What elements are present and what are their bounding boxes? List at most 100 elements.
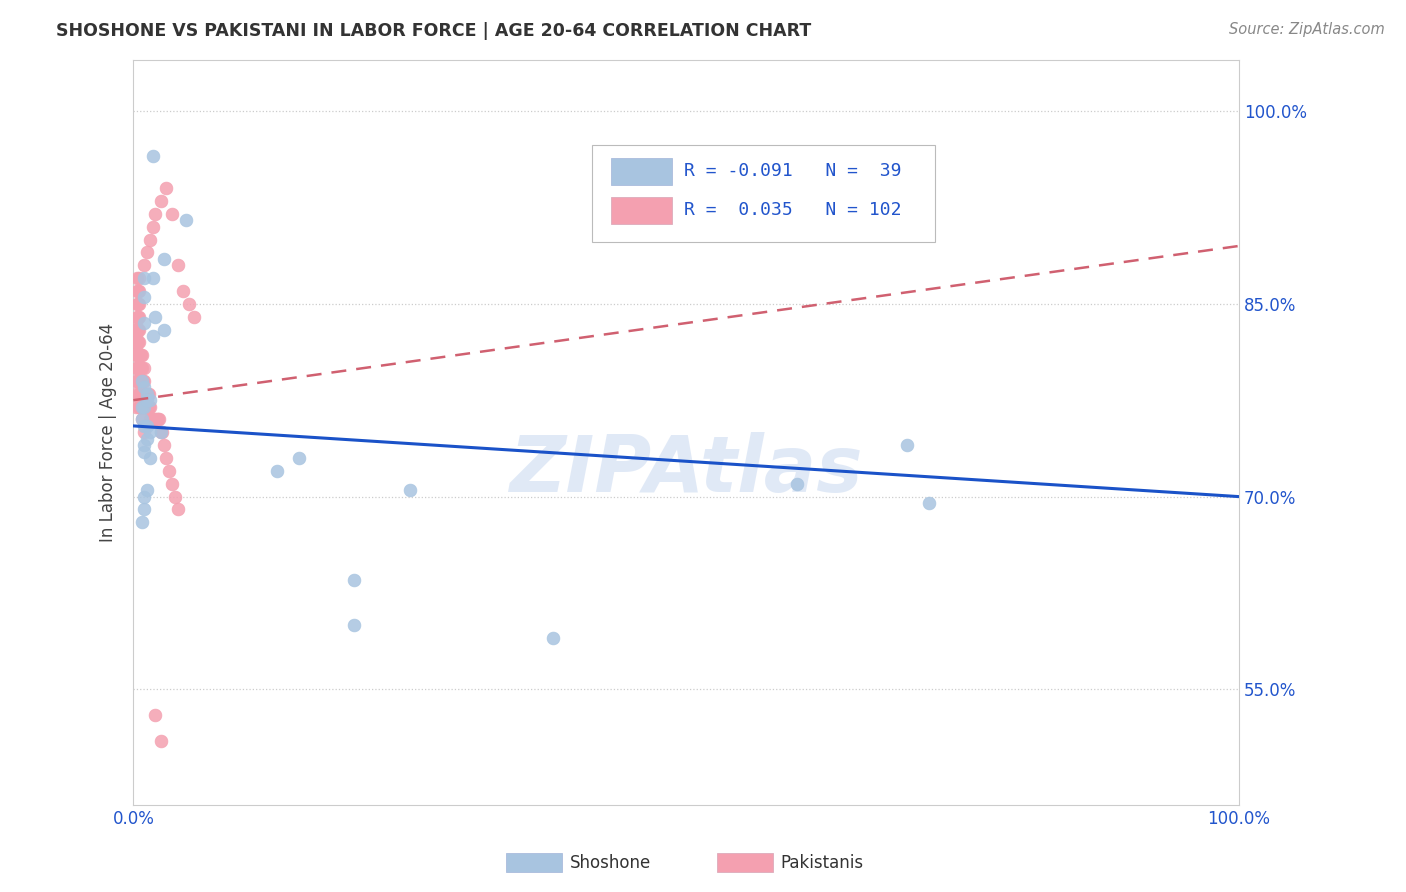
Point — [918, 496, 941, 510]
Point — [131, 400, 153, 414]
Point — [125, 310, 148, 324]
Point — [139, 412, 162, 426]
Point — [139, 393, 162, 408]
Point — [134, 490, 156, 504]
Point — [128, 400, 150, 414]
Point — [288, 451, 311, 466]
Point — [124, 329, 146, 343]
Point — [125, 284, 148, 298]
Point — [134, 444, 156, 458]
Point — [172, 284, 194, 298]
Point — [343, 618, 366, 632]
Point — [129, 400, 152, 414]
Point — [135, 386, 157, 401]
Point — [135, 418, 157, 433]
Point — [786, 476, 808, 491]
Point — [266, 464, 288, 478]
Point — [128, 322, 150, 336]
Point — [125, 297, 148, 311]
Point — [139, 451, 162, 466]
Point — [127, 374, 149, 388]
FancyBboxPatch shape — [592, 145, 935, 243]
Point — [131, 516, 153, 530]
Point — [398, 483, 420, 498]
Text: Source: ZipAtlas.com: Source: ZipAtlas.com — [1229, 22, 1385, 37]
Point — [166, 502, 188, 516]
Point — [128, 271, 150, 285]
Point — [138, 386, 160, 401]
Text: Shoshone: Shoshone — [569, 854, 651, 871]
Point — [134, 290, 156, 304]
Point — [127, 310, 149, 324]
Point — [129, 348, 152, 362]
Point — [136, 386, 159, 401]
Point — [149, 734, 172, 748]
Point — [125, 374, 148, 388]
Point — [128, 361, 150, 376]
Point — [131, 361, 153, 376]
Point — [896, 438, 918, 452]
Point — [135, 483, 157, 498]
Text: ZIPAtlas: ZIPAtlas — [509, 432, 863, 508]
Point — [129, 386, 152, 401]
Point — [134, 400, 156, 414]
Point — [138, 400, 160, 414]
Point — [129, 374, 152, 388]
Point — [124, 374, 146, 388]
Point — [135, 386, 157, 401]
Point — [145, 412, 167, 426]
Point — [128, 284, 150, 298]
Point — [124, 361, 146, 376]
Point — [134, 425, 156, 440]
Point — [134, 386, 156, 401]
Point — [124, 400, 146, 414]
Point — [155, 451, 177, 466]
Text: R =  0.035   N = 102: R = 0.035 N = 102 — [683, 202, 901, 219]
Point — [145, 412, 167, 426]
FancyBboxPatch shape — [610, 197, 672, 224]
Point — [135, 245, 157, 260]
Point — [136, 400, 159, 414]
Point — [142, 329, 165, 343]
Point — [150, 425, 173, 440]
FancyBboxPatch shape — [610, 158, 672, 185]
Point — [124, 335, 146, 350]
Point — [124, 386, 146, 401]
Point — [148, 412, 170, 426]
Text: R = -0.091   N =  39: R = -0.091 N = 39 — [683, 162, 901, 180]
Point — [149, 425, 172, 440]
Point — [134, 502, 156, 516]
Point — [127, 322, 149, 336]
Point — [134, 400, 156, 414]
Point — [128, 348, 150, 362]
Point — [139, 412, 162, 426]
Point — [146, 412, 169, 426]
Point — [142, 271, 165, 285]
Point — [135, 432, 157, 446]
Text: SHOSHONE VS PAKISTANI IN LABOR FORCE | AGE 20-64 CORRELATION CHART: SHOSHONE VS PAKISTANI IN LABOR FORCE | A… — [56, 22, 811, 40]
Point — [125, 361, 148, 376]
Point — [139, 425, 162, 440]
Point — [543, 631, 565, 645]
Point — [153, 322, 176, 336]
Point — [128, 297, 150, 311]
Point — [132, 400, 155, 414]
Point — [124, 342, 146, 356]
Point — [129, 348, 152, 362]
Point — [183, 310, 205, 324]
Point — [177, 297, 200, 311]
Point — [157, 464, 180, 478]
Point — [129, 374, 152, 388]
Point — [135, 400, 157, 414]
Point — [129, 361, 152, 376]
Point — [127, 297, 149, 311]
Point — [145, 207, 167, 221]
Point — [125, 271, 148, 285]
Point — [134, 271, 156, 285]
Point — [142, 149, 165, 163]
Point — [134, 438, 156, 452]
Y-axis label: In Labor Force | Age 20-64: In Labor Force | Age 20-64 — [100, 323, 117, 542]
Point — [125, 335, 148, 350]
Point — [134, 258, 156, 272]
Point — [145, 708, 167, 723]
